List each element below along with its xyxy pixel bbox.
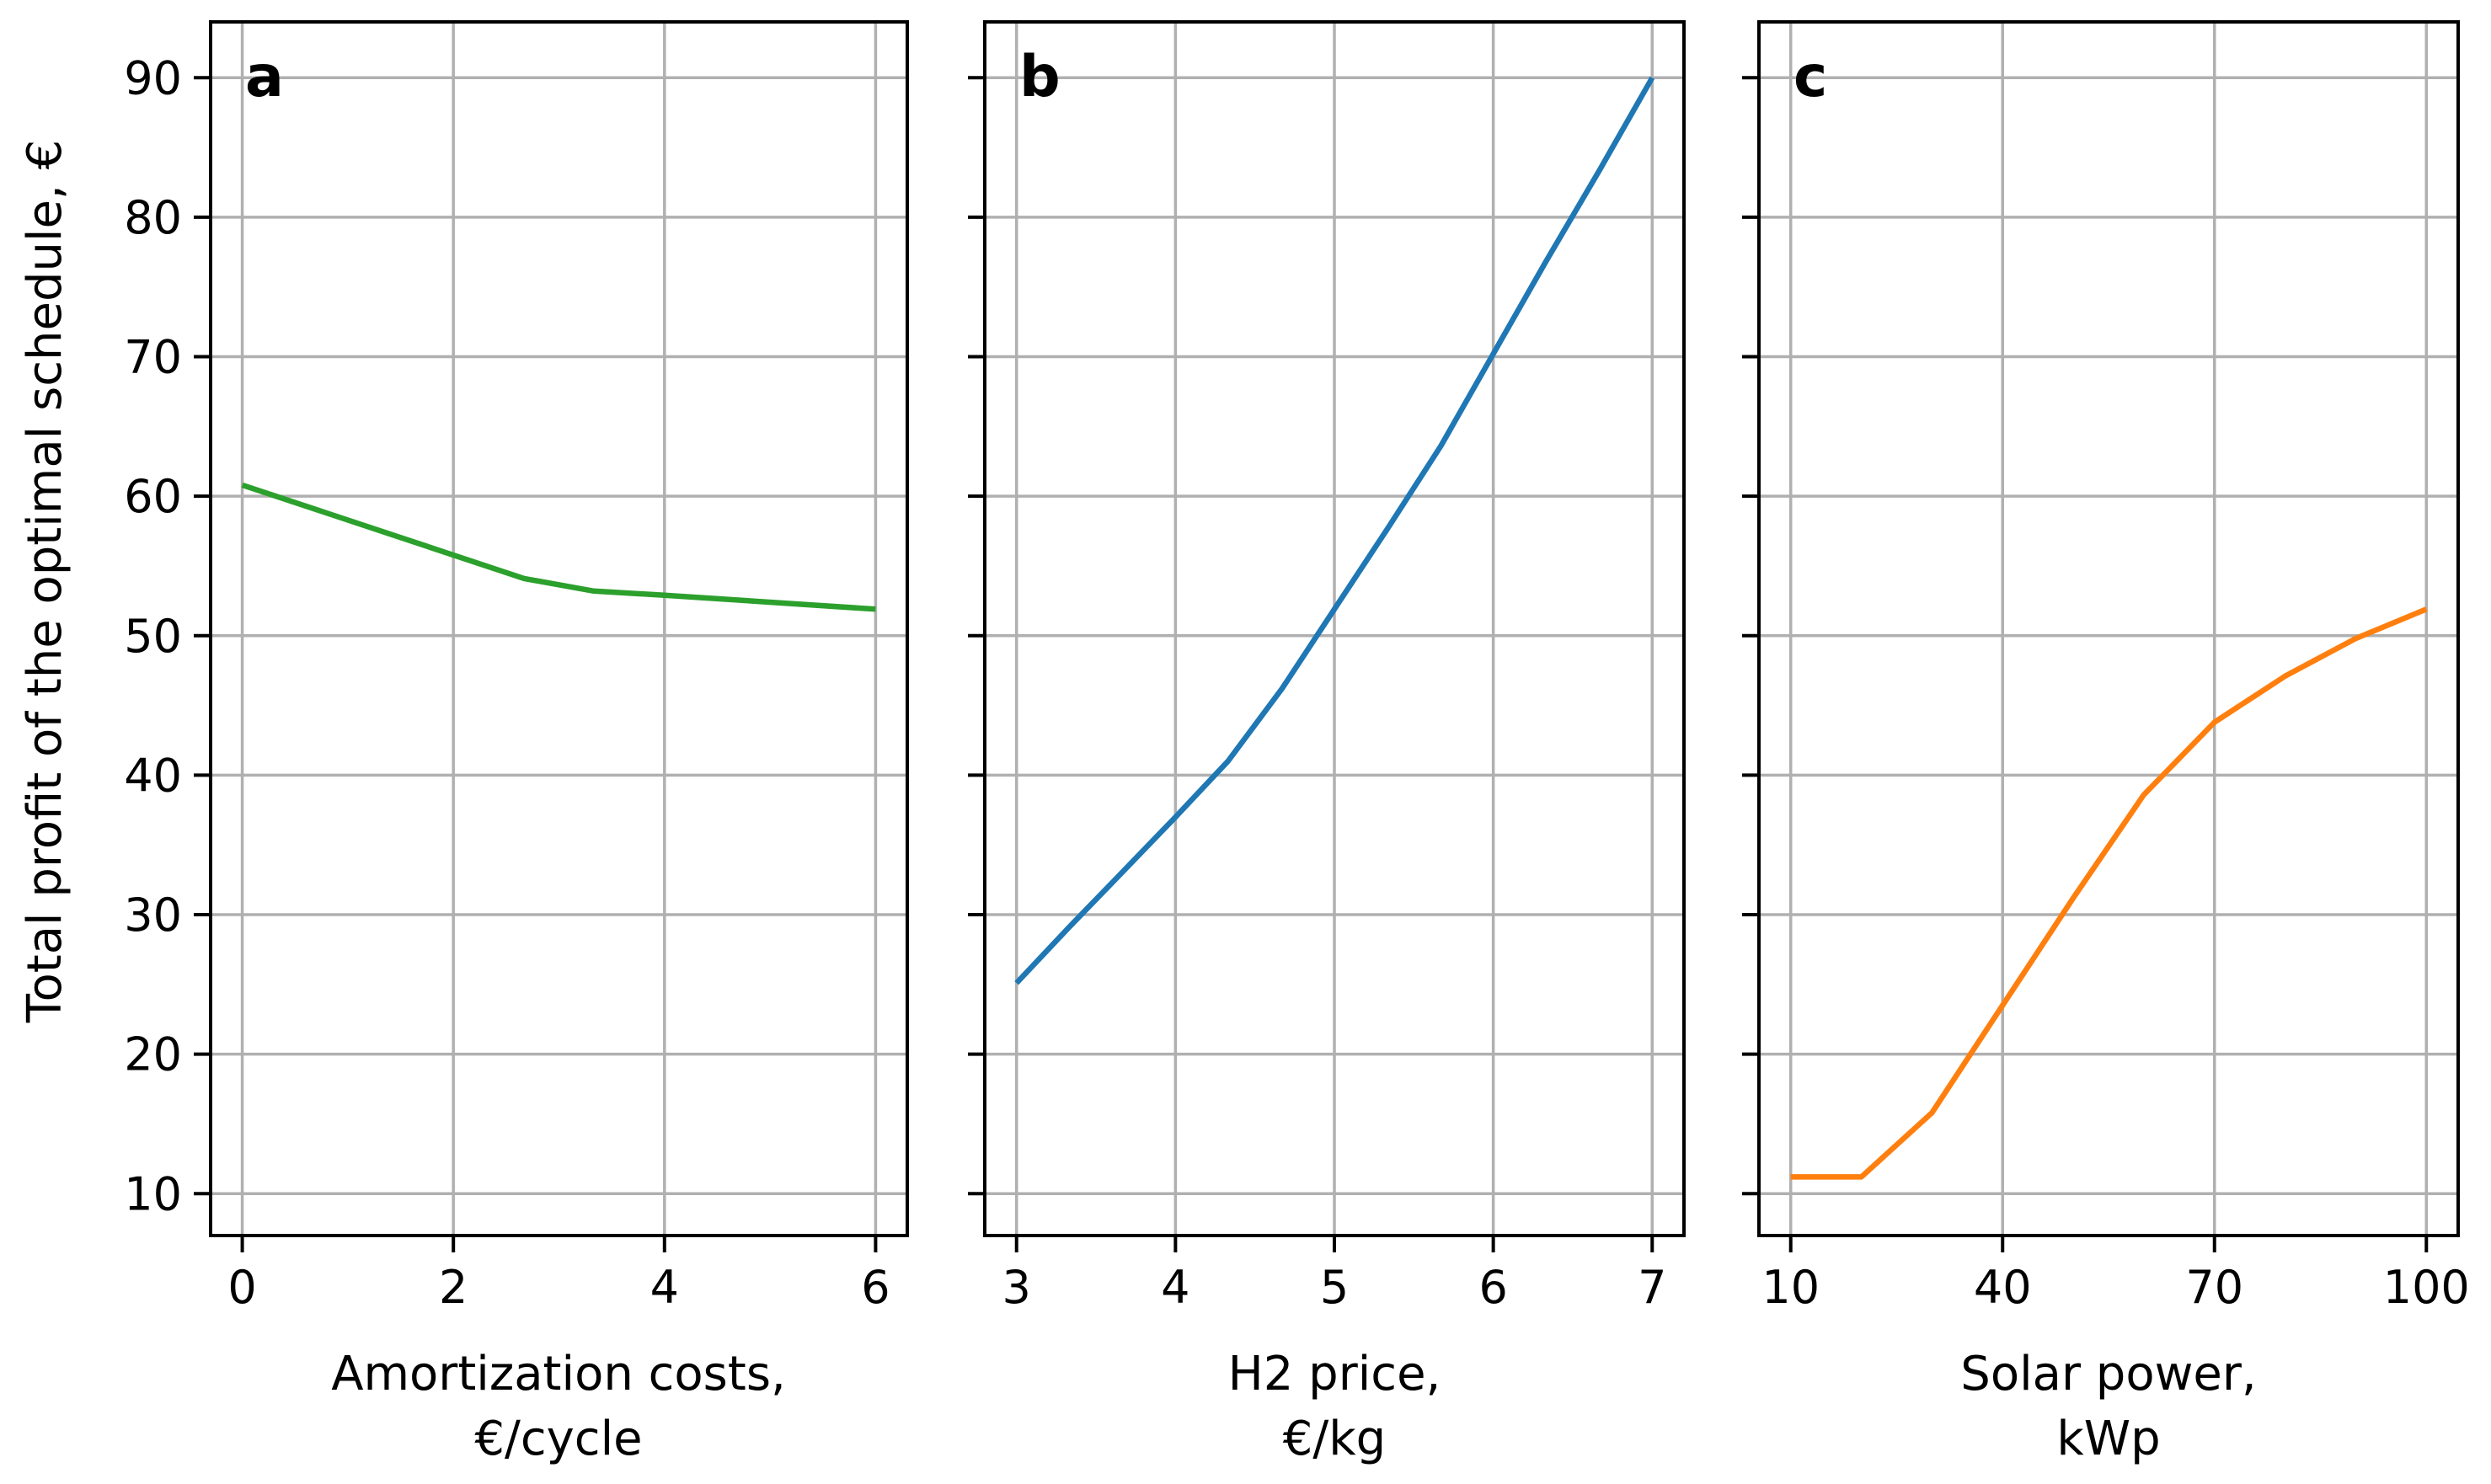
panel-a-y-tick-label-8: 90 (124, 51, 182, 104)
panel-c-series (1790, 606, 2428, 1180)
panel-a-series (241, 482, 876, 612)
panel-c-x-tick-label-1: 40 (1974, 1261, 2032, 1314)
panel-a: 0 2 4 6 10 20 30 40 50 60 70 80 90 a Amortization c… (124, 20, 909, 1466)
panel-a-y-tick-label-2: 30 (124, 889, 182, 942)
panel-b-x-tick-label-2: 5 (1320, 1261, 1349, 1314)
panel-c-x-tick-label-2: 70 (2185, 1261, 2243, 1314)
panel-c-x-ticks: 10 40 70 100 (1761, 1236, 2470, 1314)
panel-a-x-label-line2: €/cycle (474, 1412, 642, 1466)
panel-a-frame (209, 20, 909, 1237)
panel-a-y-tick-label-4: 50 (124, 610, 182, 663)
panel-b-y-ticks (968, 76, 985, 1196)
panel-b-x-tick-label-1: 4 (1161, 1261, 1189, 1314)
panel-b-grid (985, 22, 1684, 1236)
panel-a-series-line-0 (241, 482, 876, 612)
panel-b-x-tick-label-3: 6 (1478, 1261, 1507, 1314)
panel-c-x-label-line2: kWp (2056, 1412, 2160, 1466)
panel-c-y-ticks (1742, 76, 1759, 1196)
panel-a-x-label-line1: Amortization costs, (331, 1347, 786, 1401)
panel-a-x-ticks: 0 2 4 6 (227, 1236, 890, 1314)
panel-a-letter: a (245, 44, 284, 110)
panel-a-y-ticks: 10 20 30 40 50 60 70 80 90 (124, 51, 211, 1220)
panel-b-series (1014, 76, 1655, 985)
panel-c: 10 40 70 100 c Solar power, kWp (1742, 20, 2470, 1466)
panel-a-grid (211, 22, 907, 1236)
panel-b: 3 4 5 6 7 b H2 price, €/kg (968, 20, 1686, 1466)
panel-a-y-tick-label-3: 40 (124, 749, 182, 802)
y-axis-label: Total profit of the optimal schedule, € (18, 140, 72, 1023)
panel-c-x-label-line1: Solar power, (1960, 1347, 2256, 1401)
panel-b-x-label-line2: €/kg (1283, 1412, 1386, 1466)
panel-c-grid (1759, 22, 2458, 1236)
panel-c-x-tick-label-0: 10 (1761, 1261, 1820, 1314)
panel-a-x-tick-label-2: 4 (650, 1261, 679, 1314)
panel-b-x-label-line1: H2 price, (1228, 1347, 1441, 1401)
panel-a-x-tick-label-3: 6 (861, 1261, 890, 1314)
panel-c-series-line-0 (1790, 606, 2428, 1180)
panel-a-y-tick-label-6: 70 (124, 331, 182, 384)
panel-a-y-tick-label-7: 80 (124, 191, 182, 244)
panel-b-series-line-0 (1014, 76, 1655, 985)
panel-b-letter: b (1019, 44, 1061, 110)
panel-a-y-tick-label-5: 60 (124, 470, 182, 523)
panel-a-y-tick-label-1: 20 (124, 1028, 182, 1081)
panel-c-x-tick-label-3: 100 (2383, 1261, 2470, 1314)
panel-a-x-tick-label-0: 0 (227, 1261, 256, 1314)
panel-a-x-tick-label-1: 2 (439, 1261, 468, 1314)
panel-b-x-ticks: 3 4 5 6 7 (1002, 1236, 1666, 1314)
panel-b-x-tick-label-4: 7 (1638, 1261, 1666, 1314)
panel-a-y-tick-label-0: 10 (124, 1167, 182, 1220)
panel-b-x-tick-label-0: 3 (1002, 1261, 1031, 1314)
panel-c-letter: c (1793, 44, 1827, 110)
panel-c-frame (1757, 20, 2460, 1237)
